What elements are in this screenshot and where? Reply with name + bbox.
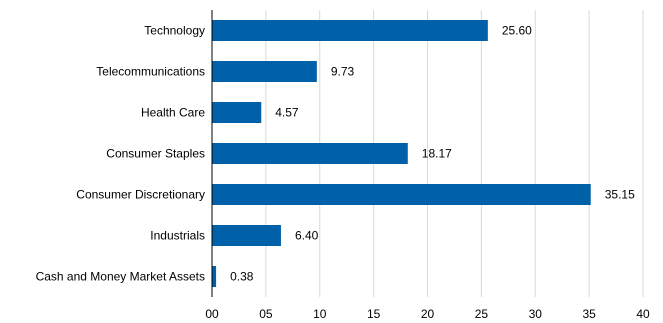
- category-label-5: Industrials: [150, 229, 205, 243]
- category-label-3: Consumer Staples: [106, 147, 205, 161]
- value-label-0: 25.60: [502, 24, 532, 38]
- x-tick-label-0: 00: [205, 307, 219, 321]
- bar-0: [212, 20, 488, 41]
- value-label-2: 4.57: [275, 106, 299, 120]
- bar-5: [212, 225, 281, 246]
- x-tick-label-6: 30: [529, 307, 543, 321]
- category-label-6: Cash and Money Market Assets: [36, 270, 205, 284]
- labels: Technology 25.60 Telecommunications 9.73 Hea…: [36, 24, 650, 322]
- x-tick-label-7: 35: [582, 307, 596, 321]
- value-label-3: 18.17: [422, 147, 452, 161]
- value-label-1: 9.73: [331, 65, 355, 79]
- value-label-4: 35.15: [605, 188, 635, 202]
- x-tick-label-4: 20: [421, 307, 435, 321]
- x-tick-label-8: 40: [636, 307, 650, 321]
- x-tick-label-1: 05: [259, 307, 273, 321]
- x-tick-label-3: 15: [367, 307, 381, 321]
- value-label-5: 6.40: [295, 229, 319, 243]
- x-tick-label-2: 10: [313, 307, 327, 321]
- category-label-4: Consumer Discretionary: [76, 188, 205, 202]
- bar-6: [212, 266, 217, 287]
- bars: [212, 20, 591, 287]
- category-label-2: Health Care: [141, 106, 205, 120]
- x-tick-label-5: 25: [475, 307, 489, 321]
- value-label-6: 0.38: [230, 270, 254, 284]
- bar-1: [212, 61, 317, 82]
- category-label-1: Telecommunications: [96, 65, 205, 79]
- bar-3: [212, 143, 408, 164]
- bar-4: [212, 184, 591, 205]
- bar-2: [212, 102, 262, 123]
- category-label-0: Technology: [144, 24, 205, 38]
